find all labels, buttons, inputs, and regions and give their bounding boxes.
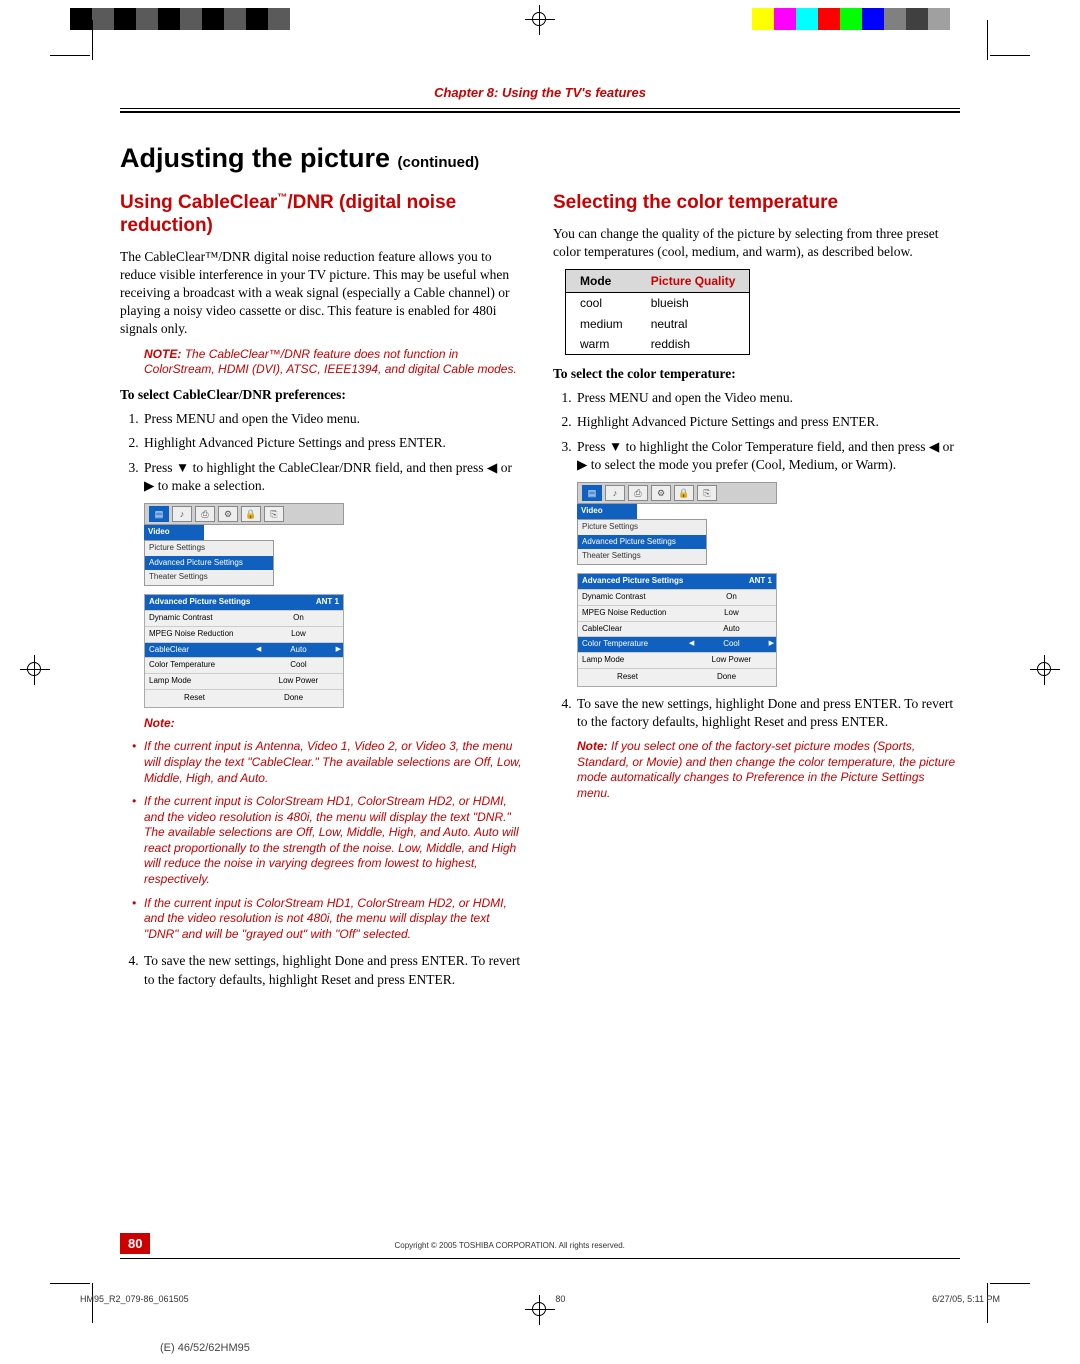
note-block: NOTE: The CableClear™/DNR feature does n… <box>144 347 525 378</box>
menu-screenshot: ▤♪⎙⚙🔒⎘ Video Picture Settings Advanced P… <box>577 482 777 565</box>
menu-title: Video <box>577 504 637 519</box>
page-footer: 80 Copyright © 2005 TOSHIBA CORPORATION.… <box>120 1233 960 1259</box>
substep-heading: To select CableClear/DNR preferences: <box>120 386 525 404</box>
registration-mark-right <box>1030 655 1060 685</box>
section-heading: Using CableClear™/DNR (digital noise red… <box>120 192 525 238</box>
copyright: Copyright © 2005 TOSHIBA CORPORATION. Al… <box>394 1241 624 1250</box>
page-title: Adjusting the picture (continued) <box>120 143 960 174</box>
step-item: Highlight Advanced Picture Settings and … <box>142 434 525 452</box>
footer-date: 6/27/05, 5:11 PM <box>932 1294 1000 1304</box>
bullet-item: If the current input is ColorStream HD1,… <box>144 896 525 943</box>
settings-title: Advanced Picture Settings <box>149 597 250 608</box>
menu-screenshot: ▤♪⎙⚙🔒⎘ Video Picture Settings Advanced P… <box>144 503 344 586</box>
footer-page: 80 <box>555 1294 565 1304</box>
note-text: If you select one of the factory-set pic… <box>577 739 955 800</box>
settings-screenshot: Advanced Picture SettingsANT 1 Dynamic C… <box>144 594 344 708</box>
step-item: To save the new settings, highlight Done… <box>575 695 958 731</box>
crop-mark <box>987 20 988 60</box>
title-continued: (continued) <box>398 154 480 171</box>
intro-text: You can change the quality of the pictur… <box>553 225 958 261</box>
divider <box>120 108 960 109</box>
note-heading: Note: <box>144 716 525 732</box>
footer-file: HM95_R2_079-86_061505 <box>80 1294 189 1304</box>
crop-mark <box>50 55 90 56</box>
note-text: The CableClear™/DNR feature does not fun… <box>144 347 517 377</box>
steps-list: Press MENU and open the Video menu. High… <box>553 389 958 474</box>
step-item: Press ▼ to highlight the CableClear/DNR … <box>142 459 525 495</box>
intro-text: The CableClear™/DNR digital noise reduct… <box>120 248 525 339</box>
crop-mark <box>990 1283 1030 1284</box>
bullet-item: If the current input is Antenna, Video 1… <box>144 739 525 786</box>
substep-heading: To select the color temperature: <box>553 365 958 383</box>
crop-mark <box>50 1283 90 1284</box>
note-label: NOTE: <box>144 347 181 361</box>
quality-table: ModePicture Quality coolblueish mediumne… <box>565 269 750 355</box>
right-column: Selecting the color temperature You can … <box>553 192 958 997</box>
steps-list-cont: To save the new settings, highlight Done… <box>553 695 958 731</box>
settings-screenshot: Advanced Picture SettingsANT 1 Dynamic C… <box>577 573 777 687</box>
step-item: Highlight Advanced Picture Settings and … <box>575 413 958 431</box>
step-item: Press ▼ to highlight the Color Temperatu… <box>575 438 958 474</box>
menu-item: Picture Settings <box>145 541 273 556</box>
menu-title: Video <box>144 525 204 540</box>
left-column: Using CableClear™/DNR (digital noise red… <box>120 192 525 997</box>
settings-ant: ANT 1 <box>316 597 339 608</box>
steps-list-cont: To save the new settings, highlight Done… <box>120 952 525 988</box>
section-heading: Selecting the color temperature <box>553 192 958 215</box>
menu-item-selected: Advanced Picture Settings <box>145 556 273 571</box>
bullet-item: If the current input is ColorStream HD1,… <box>144 794 525 888</box>
step-item: Press MENU and open the Video menu. <box>575 389 958 407</box>
model-line: (E) 46/52/62HM95 <box>160 1342 250 1354</box>
note-bullets: If the current input is Antenna, Video 1… <box>120 739 525 942</box>
menu-item-selected: Advanced Picture Settings <box>578 535 706 550</box>
registration-mark-left <box>20 655 50 685</box>
divider <box>120 1258 960 1259</box>
menu-item: Theater Settings <box>578 549 706 564</box>
title-main: Adjusting the picture <box>120 143 390 173</box>
divider <box>120 111 960 113</box>
crop-mark <box>990 55 1030 56</box>
note-label: Note: <box>144 716 175 730</box>
note-block: Note: If you select one of the factory-s… <box>577 739 958 801</box>
settings-ant: ANT 1 <box>749 576 772 587</box>
menu-item: Theater Settings <box>145 570 273 585</box>
settings-title: Advanced Picture Settings <box>582 576 683 587</box>
registration-mark-top <box>525 5 555 35</box>
page-content: Chapter 8: Using the TV's features Adjus… <box>120 85 960 997</box>
th-mode: Mode <box>566 270 637 293</box>
page-number: 80 <box>120 1233 150 1254</box>
step-item: Press MENU and open the Video menu. <box>142 410 525 428</box>
steps-list: Press MENU and open the Video menu. High… <box>120 410 525 495</box>
step-item: To save the new settings, highlight Done… <box>142 952 525 988</box>
print-footer: HM95_R2_079-86_061505 80 6/27/05, 5:11 P… <box>80 1294 1000 1304</box>
chapter-header: Chapter 8: Using the TV's features <box>120 85 960 100</box>
menu-item: Picture Settings <box>578 520 706 535</box>
th-quality: Picture Quality <box>637 270 750 293</box>
crop-mark <box>92 20 93 60</box>
note-label: Note: <box>577 739 608 753</box>
